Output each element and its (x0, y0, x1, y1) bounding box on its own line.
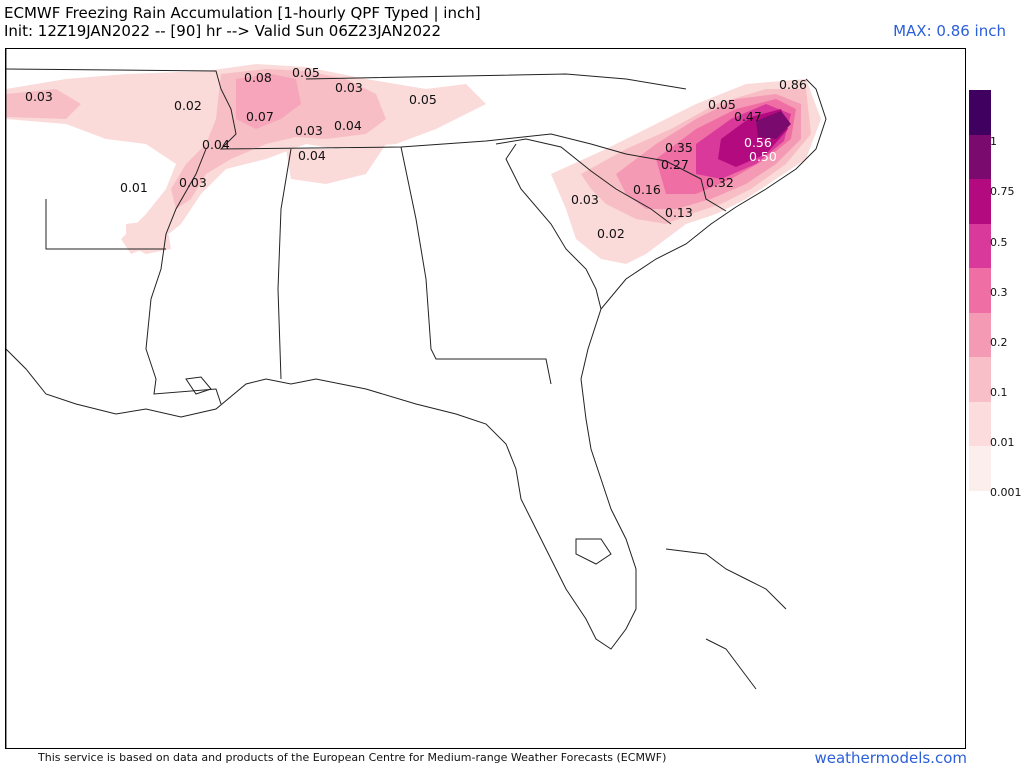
legend-tick-label: 0.5 (990, 236, 1008, 249)
legend-tick-label: 0.3 (990, 286, 1008, 299)
map-value: 0.03 (295, 123, 323, 138)
precip-shading-west (6, 64, 486, 254)
map-value: 0.04 (334, 118, 362, 133)
legend-color-band (969, 401, 991, 447)
legend-tick-label: 0.1 (990, 386, 1008, 399)
map-value: 0.03 (571, 192, 599, 207)
boundaries (6, 49, 827, 748)
map-value: 0.04 (298, 148, 326, 163)
map-value: 0.04 (202, 137, 230, 152)
map-value: 0.86 (779, 77, 807, 92)
legend-tick-label: 0.75 (990, 185, 1015, 198)
legend-tick-label: 0.001 (990, 486, 1022, 499)
map-value: 0.13 (665, 205, 693, 220)
legend-color-band (969, 312, 991, 358)
data-disclaimer: This service is based on data and produc… (38, 751, 667, 764)
map-value: 0.32 (706, 175, 734, 190)
legend-tick-label: 0.2 (990, 336, 1008, 349)
legend-color-band (969, 223, 991, 269)
map-value: 0.02 (174, 98, 202, 113)
map-value: 0.01 (120, 180, 148, 195)
map-value: 0.56 (744, 135, 772, 150)
legend-tick-label: 0.01 (990, 436, 1015, 449)
map-value: 0.16 (633, 182, 661, 197)
map-value: 0.47 (734, 109, 762, 124)
legend-color-band (969, 134, 991, 180)
legend-color-band (969, 179, 991, 225)
map-value: 0.07 (246, 109, 274, 124)
map-subtitle: Init: 12Z19JAN2022 -- [90] hr --> Valid … (4, 22, 442, 40)
map-value: 0.35 (665, 140, 693, 155)
map-panel[interactable]: 0.03 0.08 0.05 0.03 0.02 0.07 0.03 0.04 … (5, 48, 966, 749)
map-value: 0.02 (597, 226, 625, 241)
legend-color-band (969, 268, 991, 314)
legend-color-band (969, 357, 991, 403)
map-value: 0.08 (244, 70, 272, 85)
map-value: 0.03 (25, 89, 53, 104)
map-title: ECMWF Freezing Rain Accumulation [1-hour… (4, 4, 481, 22)
value-labels: 0.03 0.08 0.05 0.03 0.02 0.07 0.03 0.04 … (25, 65, 807, 241)
map-value: 0.05 (708, 97, 736, 112)
legend-color-band (969, 446, 991, 492)
color-legend (969, 90, 991, 492)
map-value: 0.03 (179, 175, 207, 190)
map-value: 0.50 (749, 149, 777, 164)
map-value: 0.27 (661, 157, 689, 172)
site-link[interactable]: weathermodels.com (814, 749, 967, 767)
max-value-label: MAX: 0.86 inch (893, 22, 1006, 40)
map-value: 0.05 (292, 65, 320, 80)
legend-tick-label: 1 (990, 135, 997, 148)
map-value: 0.05 (409, 92, 437, 107)
map-canvas: 0.03 0.08 0.05 0.03 0.02 0.07 0.03 0.04 … (6, 49, 827, 748)
map-value: 0.03 (335, 80, 363, 95)
legend-color-band (969, 90, 991, 136)
